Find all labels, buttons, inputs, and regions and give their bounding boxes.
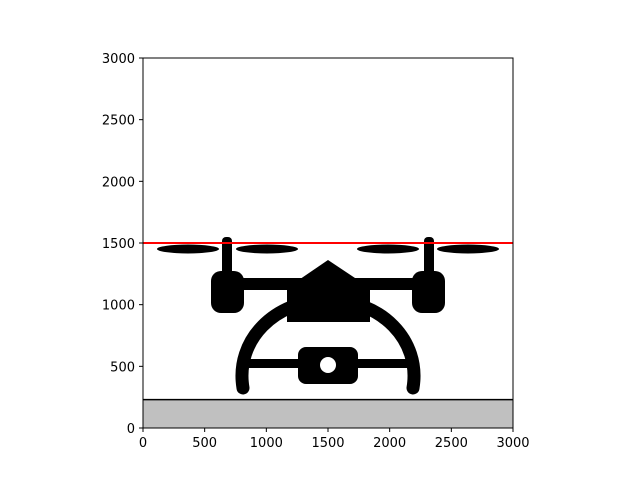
x-tick-label: 3000 <box>496 436 529 451</box>
y-tick-label: 3000 <box>102 52 135 67</box>
y-axis: 0 500 1000 1500 2000 2500 3000 <box>102 52 143 437</box>
drone-icon <box>157 237 499 395</box>
ground-band <box>143 399 513 428</box>
x-axis: 0 500 1000 1500 2000 2500 3000 <box>139 428 530 451</box>
y-tick-label: 1000 <box>102 299 135 314</box>
y-tick-label: 1500 <box>102 237 135 252</box>
y-tick-label: 500 <box>110 360 135 375</box>
x-tick-label: 1500 <box>311 436 344 451</box>
y-tick-label: 2000 <box>102 175 135 190</box>
x-tick-label: 500 <box>192 436 217 451</box>
x-tick-label: 1000 <box>250 436 283 451</box>
x-tick-label: 2500 <box>435 436 468 451</box>
y-tick-label: 2500 <box>102 114 135 129</box>
x-tick-label: 0 <box>139 436 147 451</box>
x-tick-label: 2000 <box>373 436 406 451</box>
y-tick-label: 0 <box>127 422 135 437</box>
